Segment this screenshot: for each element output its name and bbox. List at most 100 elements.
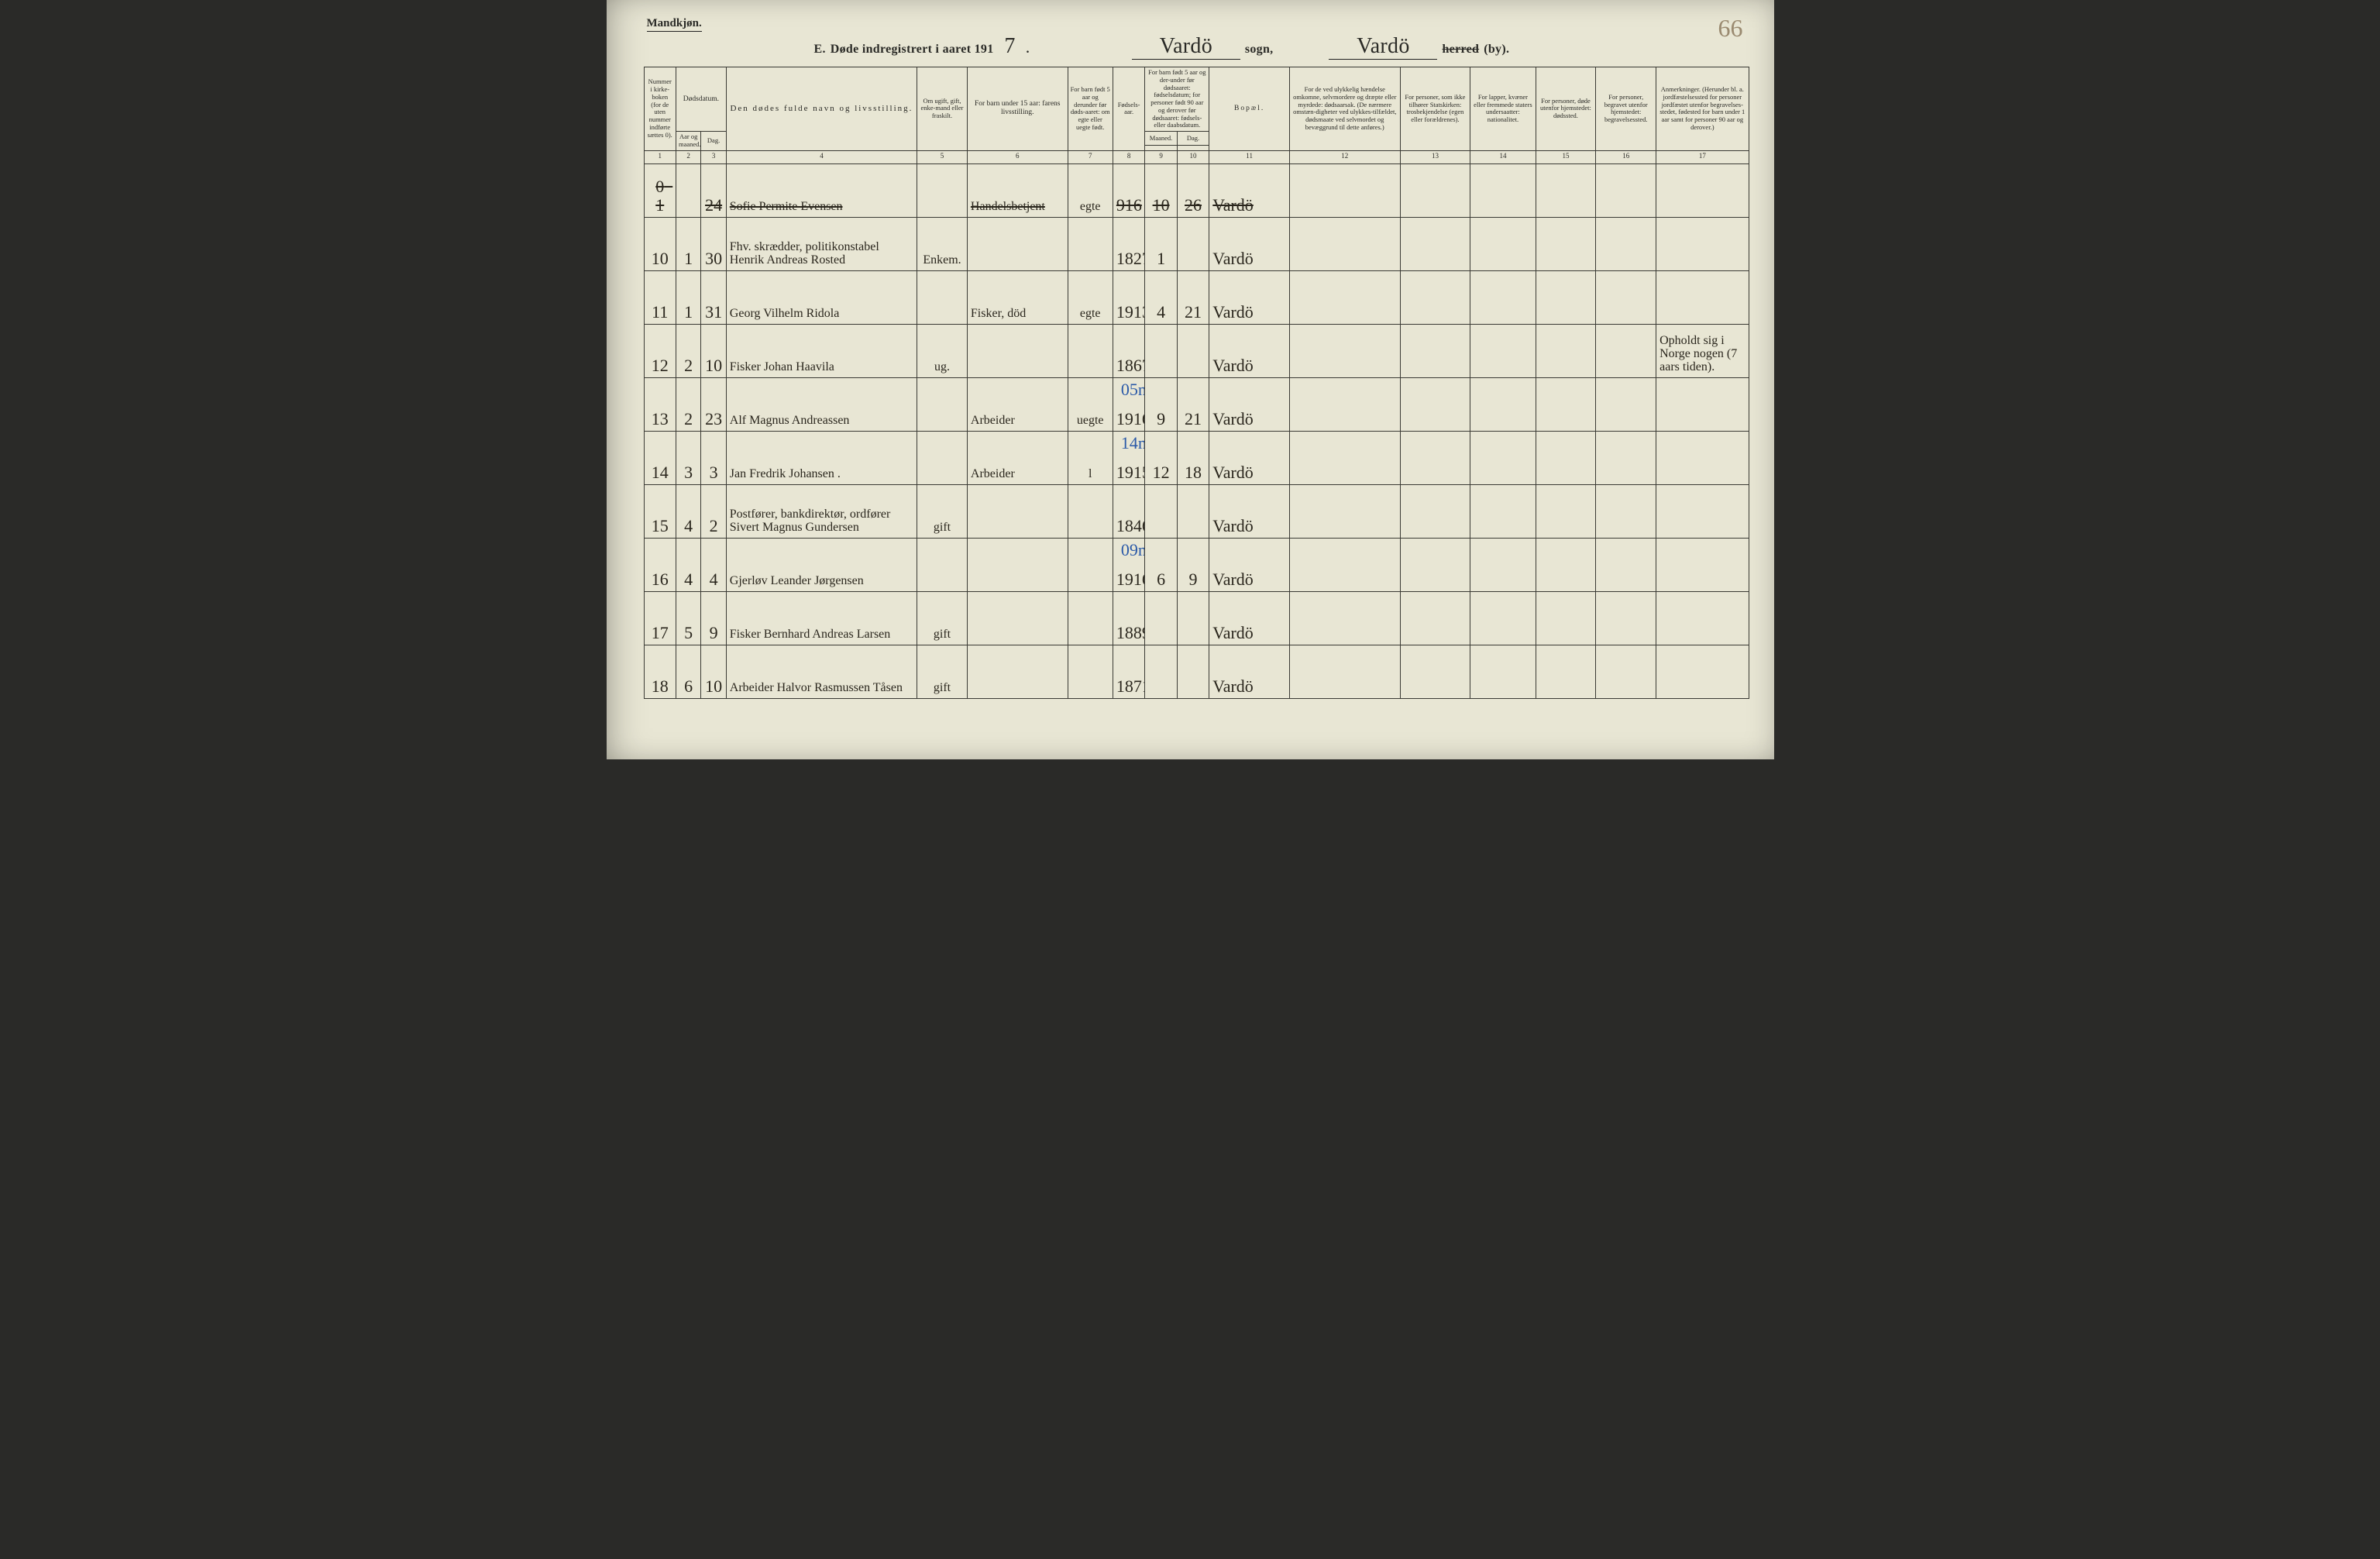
table-row: 1542Postfører, bankdirektør, ordfører Si… xyxy=(644,484,1749,538)
col-15-header: For personer, døde utenfor hjemstedet: d… xyxy=(1536,67,1596,151)
cell-navn: Fisker Bernhard Andreas Larsen xyxy=(726,591,917,645)
cell-anm xyxy=(1656,270,1749,324)
gender-label: Mandkjøn. xyxy=(647,17,702,32)
cell-navn: Arbeider Halvor Rasmussen Tåsen xyxy=(726,645,917,698)
cell-dag: 9 xyxy=(701,591,726,645)
cell-15 xyxy=(1536,484,1596,538)
cell-dag: 3 xyxy=(701,431,726,484)
cell-navn: Georg Vilhelm Ridola xyxy=(726,270,917,324)
cell-anm xyxy=(1656,163,1749,217)
cell-num: 0 1 xyxy=(644,163,676,217)
colnum: 12 xyxy=(1289,150,1400,163)
cell-15 xyxy=(1536,163,1596,217)
col-2-group-header: Dødsdatum. xyxy=(676,67,726,132)
table-body: 0 124Sofie Permite EvensenHandelsbetjent… xyxy=(644,163,1749,698)
cell-15 xyxy=(1536,217,1596,270)
col-13-header: For personer, som ikke tilhører Statskir… xyxy=(1400,67,1470,151)
cell-fodselsaar: 1889 xyxy=(1113,591,1144,645)
colnum: 13 xyxy=(1400,150,1470,163)
cell-bopael: Vardö xyxy=(1209,645,1290,698)
cell-16 xyxy=(1596,270,1656,324)
cell-dag: 31 xyxy=(701,270,726,324)
blue-annotation: 14m xyxy=(1121,433,1145,453)
cell-faren: Fisker, död xyxy=(967,270,1068,324)
cell-egte xyxy=(1068,217,1113,270)
col-12-header: For de ved ulykkelig hændelse omkomne, s… xyxy=(1289,67,1400,151)
col-17-header: Anmerkninger. (Herunder bl. a. jordfæste… xyxy=(1656,67,1749,151)
cell-15 xyxy=(1536,645,1596,698)
cell-f-maaned xyxy=(1145,324,1177,377)
cell-egte xyxy=(1068,591,1113,645)
cell-navn: Alf Magnus Andreassen xyxy=(726,377,917,431)
col-9b-header: Dag. xyxy=(1177,132,1209,146)
register-page: Mandkjøn. 66 E. Døde indregistrert i aar… xyxy=(607,0,1774,759)
cell-num: 14 xyxy=(644,431,676,484)
cell-anm xyxy=(1656,217,1749,270)
by-name: Vardö xyxy=(1329,34,1437,60)
cell-14 xyxy=(1470,431,1536,484)
title-line: E. Døde indregistrert i aaret 191 7 . Va… xyxy=(814,34,1728,60)
cell-16 xyxy=(1596,645,1656,698)
column-number-row: 1 2 3 4 5 6 7 8 9 10 11 12 13 14 15 16 1… xyxy=(644,150,1749,163)
colnum: 17 xyxy=(1656,150,1749,163)
cell-14 xyxy=(1470,591,1536,645)
cell-egte: egte xyxy=(1068,270,1113,324)
cell-aar-maaned: 1 xyxy=(676,217,700,270)
cell-faren xyxy=(967,484,1068,538)
cell-bopael: Vardö xyxy=(1209,163,1290,217)
cell-13 xyxy=(1400,217,1470,270)
cell-f-maaned xyxy=(1145,484,1177,538)
cell-16 xyxy=(1596,377,1656,431)
cell-15 xyxy=(1536,270,1596,324)
cell-15 xyxy=(1536,538,1596,591)
cell-14 xyxy=(1470,377,1536,431)
cell-dag: 23 xyxy=(701,377,726,431)
table-row: 1759Fisker Bernhard Andreas Larsengift18… xyxy=(644,591,1749,645)
col-1-header: Nummer i kirke-boken (for de uten nummer… xyxy=(644,67,676,151)
col-4-text: Den dødes fulde navn og livsstilling. xyxy=(730,104,913,113)
cell-16 xyxy=(1596,538,1656,591)
cell-12 xyxy=(1289,324,1400,377)
cell-f-dag xyxy=(1177,591,1209,645)
table-row: 12210Fisker Johan Haavilaug.1867(?)Vardö… xyxy=(644,324,1749,377)
table-row: 10130Fhv. skrædder, politikonstabel Henr… xyxy=(644,217,1749,270)
cell-f-dag: 21 xyxy=(1177,377,1209,431)
col-14-header: For lapper, kvæner eller fremmede stater… xyxy=(1470,67,1536,151)
cell-num: 15 xyxy=(644,484,676,538)
cell-fodselsaar: 1867(?) xyxy=(1113,324,1144,377)
table-header: Nummer i kirke-boken (for de uten nummer… xyxy=(644,67,1749,151)
cell-aar-maaned: 2 xyxy=(676,377,700,431)
cell-navn: Fisker Johan Haavila xyxy=(726,324,917,377)
colnum: 2 xyxy=(676,150,700,163)
cell-fodselsaar: 191605m xyxy=(1113,377,1144,431)
cell-13 xyxy=(1400,484,1470,538)
section-letter: E. xyxy=(814,43,826,57)
cell-egte xyxy=(1068,484,1113,538)
cell-dag: 10 xyxy=(701,324,726,377)
cell-14 xyxy=(1470,645,1536,698)
death-register-table: Nummer i kirke-boken (for de uten nummer… xyxy=(644,67,1749,699)
cell-status: gift xyxy=(917,484,968,538)
cell-12 xyxy=(1289,484,1400,538)
col-5-header: Om ugift, gift, enke-mand eller fraskilt… xyxy=(917,67,968,151)
cell-anm xyxy=(1656,591,1749,645)
cell-navn: Gjerløv Leander Jørgensen xyxy=(726,538,917,591)
table-row: 1644Gjerløv Leander Jørgensen191609m69Va… xyxy=(644,538,1749,591)
cell-bopael: Vardö xyxy=(1209,377,1290,431)
cell-navn: Postfører, bankdirektør, ordfører Sivert… xyxy=(726,484,917,538)
col-4-header: Den dødes fulde navn og livsstilling. xyxy=(726,67,917,151)
cell-fodselsaar: 1913 xyxy=(1113,270,1144,324)
cell-14 xyxy=(1470,163,1536,217)
cell-aar-maaned: 1 xyxy=(676,270,700,324)
cell-anm xyxy=(1656,431,1749,484)
page-header: Mandkjøn. 66 E. Døde indregistrert i aar… xyxy=(644,22,1749,67)
colnum: 1 xyxy=(644,150,676,163)
cell-dag: 30 xyxy=(701,217,726,270)
cell-fodselsaar: 916 xyxy=(1113,163,1144,217)
sogn-name: Vardö xyxy=(1132,34,1240,60)
cell-f-dag: 26 xyxy=(1177,163,1209,217)
cell-navn: Jan Fredrik Johansen . xyxy=(726,431,917,484)
cell-bopael: Vardö xyxy=(1209,484,1290,538)
cell-13 xyxy=(1400,324,1470,377)
blue-annotation: 09m xyxy=(1121,540,1145,560)
